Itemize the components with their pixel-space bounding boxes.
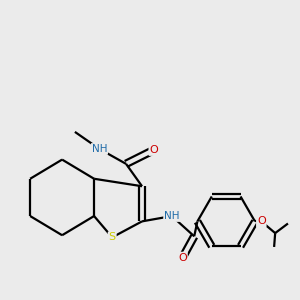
Text: O: O [257,216,266,226]
Text: O: O [178,253,187,262]
Text: S: S [109,232,116,242]
Text: NH: NH [164,211,180,221]
Text: NH: NH [92,144,107,154]
Text: O: O [149,145,158,155]
